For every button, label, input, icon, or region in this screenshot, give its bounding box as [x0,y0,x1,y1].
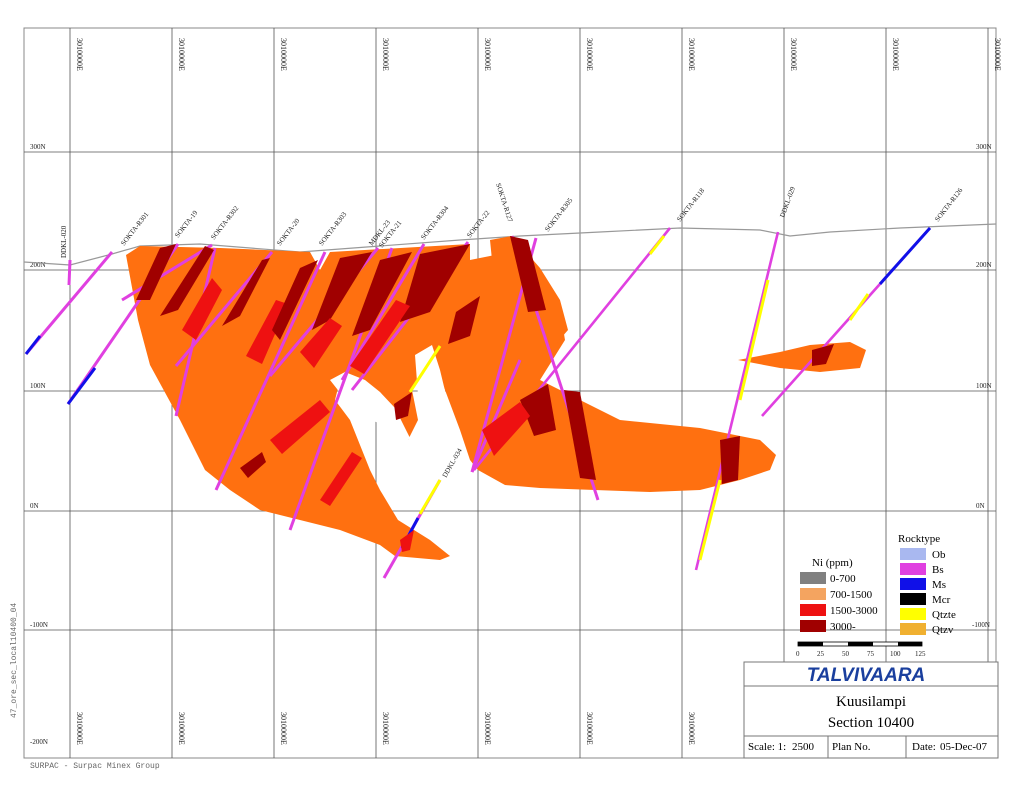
drillhole-label: SOKTA-19 [173,209,199,240]
easting-label: 3010000E [891,38,900,71]
section-name: Section 10400 [828,715,914,731]
easting-grid [69,28,989,758]
orebody-gaps [330,345,466,470]
rock-swatch-0 [900,548,926,560]
scale-tick: 50 [842,650,850,658]
drillhole-label: SOKTA-20 [275,217,301,248]
ni-grade-intervals [136,236,834,552]
easting-label: 3010000E [177,38,186,71]
side-file-label: 47_ore_sec_local10400_04 [10,603,19,718]
easting-label: 3010000E [483,38,492,71]
easting-label: 3010000E [177,712,186,745]
drillhole-label: SOKTA-R301 [119,210,150,247]
drillhole-label: SOKTA-R302 [209,204,240,241]
northing-label: -200N [30,738,48,746]
rock-swatch-1 [900,563,926,575]
ni-legend-label: 1500-3000 [830,605,878,617]
scale-tick: 25 [817,650,825,658]
ni-legend-label: 700-1500 [830,589,873,601]
topography-line [23,223,997,266]
northing-label: 100N [976,382,992,390]
footer-label: SURPAC - Surpac Minex Group [30,762,160,771]
date-label: Date: [912,741,936,753]
rock-legend-label: Ms [932,579,946,591]
scale-tick: 125 [915,650,926,658]
date-value: 05-Dec-07 [940,741,988,753]
northing-label: -100N [30,621,48,629]
easting-label: 3010000E [279,712,288,745]
drillhole-label: SOKTA-R304 [419,204,450,241]
drillhole-label: DDKL-020 [60,225,68,258]
rock-swatch-2 [900,578,926,590]
northing-labels-right: 300N 200N 100N 0N -100N [972,143,992,629]
rock-swatch-5 [900,623,926,635]
plan-no-label: Plan No. [832,741,871,753]
easting-label: 3010000E [279,38,288,71]
easting-label: 3010000E [993,38,1002,71]
easting-label: 3010000E [381,38,390,71]
easting-label: 3010000E [585,38,594,71]
scale-tick: 0 [796,650,800,658]
drillhole-label: SOKTA-R126 [933,186,964,223]
ni-legend: Ni (ppm) 0-700 700-1500 1500-3000 3000- [800,557,878,633]
drillhole-label: SOKTA-R303 [317,210,348,247]
easting-label: 3010000E [687,38,696,71]
scale-tick: 100 [890,650,901,658]
easting-label: 3010000E [75,38,84,71]
ni-legend-label: 3000- [830,621,856,633]
northing-label: 200N [976,261,992,269]
drillhole-label: SOKTA-R305 [543,196,574,233]
drillhole-label: SOKTA-R118 [675,186,706,223]
northing-label: 300N [976,143,992,151]
easting-label: 3010000E [483,712,492,745]
ni-swatch-2 [800,604,826,616]
easting-label: 3010000E [75,712,84,745]
ni-swatch-3 [800,620,826,632]
northing-label: 100N [30,382,46,390]
northing-label: 0N [976,502,985,510]
northing-label: 200N [30,261,46,269]
drawing-frame [23,27,997,759]
rock-swatch-4 [900,608,926,620]
easting-label: 3010000E [585,712,594,745]
northing-labels-left: 300N 200N 100N 0N -100N -200N [30,143,48,746]
scale-bar: 0 25 50 75 100 125 [796,641,926,658]
northing-label: 0N [30,502,39,510]
company-logo: TALVIVAARA [807,665,926,686]
ni-swatch-1 [800,588,826,600]
northing-label: 300N [30,143,46,151]
easting-label: 3010000E [381,712,390,745]
rock-legend-label: Mcr [932,594,951,606]
location-name: Kuusilampi [836,694,906,710]
easting-labels: 3010000E 3010000E 3010000E 3010000E 3010… [75,38,1002,745]
scale-value: 2500 [792,741,815,753]
scale-label: Scale: 1: [748,741,786,753]
drillhole-label: DDKL-029 [778,185,797,219]
drillhole-label: SOKTA-R127 [494,182,514,223]
rock-legend-label: Qtzv [932,624,954,636]
northing-label: -100N [972,621,990,629]
ni-legend-label: 0-700 [830,573,856,585]
rock-legend-label: Qtzte [932,609,956,621]
easting-label: 3010000E [789,38,798,71]
rock-legend-label: Ob [932,549,946,561]
rocktype-legend-title: Rocktype [898,533,940,545]
ni-swatch-0 [800,572,826,584]
scale-tick: 75 [867,650,875,658]
ni-legend-title: Ni (ppm) [812,557,853,569]
easting-label: 3010000E [687,712,696,745]
rocktype-legend: Rocktype Ob Bs Ms Mcr Qtzte Qtzv [898,533,956,636]
rock-swatch-3 [900,593,926,605]
rock-legend-label: Bs [932,564,944,576]
title-block: TALVIVAARA Kuusilampi Section 10400 Scal… [743,661,999,759]
drillhole-label: SOKTA-22 [465,209,491,240]
